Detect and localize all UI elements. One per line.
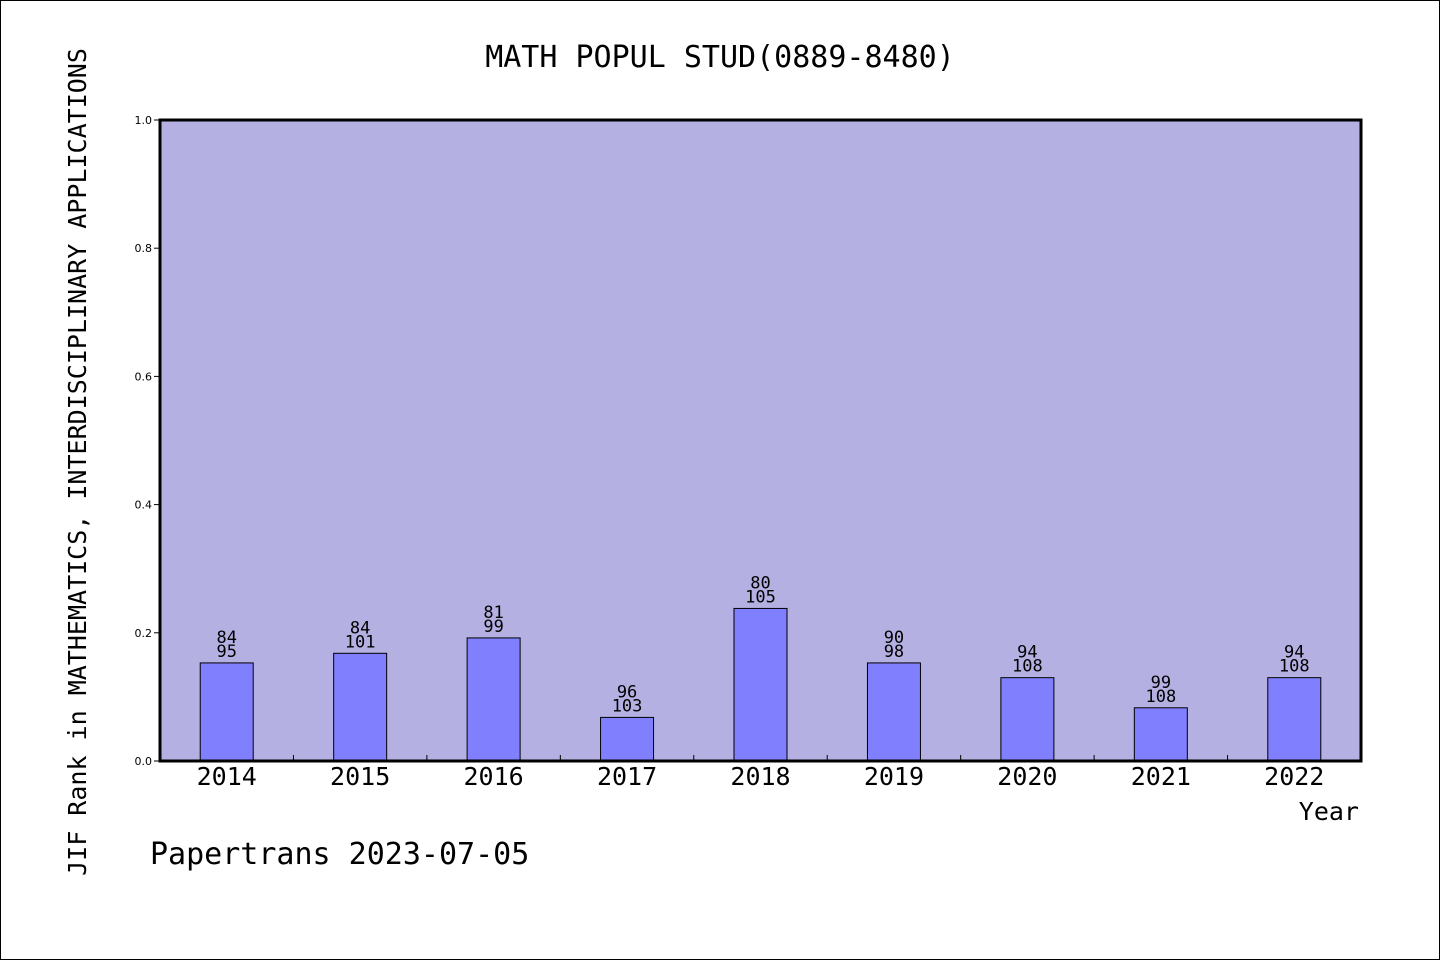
bar-total-label: 108 <box>1012 657 1043 677</box>
x-tick-label: 2016 <box>464 762 524 791</box>
bar-total-label: 108 <box>1145 687 1176 707</box>
y-tick-label: 1.0 <box>135 114 153 127</box>
bar-total-label: 108 <box>1279 657 1310 677</box>
bar-rank-label: 80 <box>750 573 770 593</box>
x-tick-label: 2021 <box>1131 762 1191 791</box>
bar <box>1133 707 1188 762</box>
bar-rank-label: 84 <box>350 618 370 638</box>
bar <box>199 662 254 762</box>
bar-total-label: 101 <box>345 632 376 652</box>
x-axis: 2014 2015 2016 2017 2018 2019 2020 2021 2022 <box>197 755 1324 791</box>
bar <box>1267 677 1322 762</box>
bar <box>333 652 388 762</box>
bar-rank-label: 94 <box>1284 643 1304 663</box>
x-tick-label: 2017 <box>597 762 657 791</box>
bar-rank-label: 94 <box>1017 643 1037 663</box>
y-tick-label: 0.2 <box>135 627 153 640</box>
bar <box>1000 677 1055 762</box>
bar-rank-label: 99 <box>1151 673 1171 693</box>
x-tick-label: 2020 <box>997 762 1057 791</box>
y-axis-label: JIF Rank in MATHEMATICS, INTERDISCIPLINA… <box>63 48 92 876</box>
y-tick-label: 0.4 <box>135 499 153 512</box>
bar <box>733 607 788 762</box>
x-tick-label: 2022 <box>1264 762 1324 791</box>
plot-border <box>158 118 1363 763</box>
bar <box>600 716 655 762</box>
x-axis-label: Year <box>1299 797 1359 826</box>
y-tick-label: 0.0 <box>135 755 153 768</box>
x-tick-label: 2018 <box>730 762 790 791</box>
y-axis: 0.0 0.2 0.4 0.6 0.8 1.0 <box>135 114 160 768</box>
bar-total-label: 99 <box>483 617 503 637</box>
bar-total-label: 98 <box>884 642 904 662</box>
y-tick-label: 0.8 <box>135 242 153 255</box>
x-tick-label: 2019 <box>864 762 924 791</box>
chart-title: MATH POPUL STUD(0889-8480) <box>485 40 955 75</box>
bar-total-label: 103 <box>612 696 643 716</box>
y-tick-label: 0.6 <box>135 370 153 383</box>
credit-text: Papertrans 2023-07-05 <box>150 837 529 872</box>
x-tick-label: 2014 <box>197 762 257 791</box>
bar-rank-label: 84 <box>216 628 236 648</box>
bar <box>866 662 921 762</box>
bar-total-label: 105 <box>745 587 776 607</box>
bar <box>466 637 521 762</box>
bar-rank-label: 81 <box>483 603 503 623</box>
bar-total-label: 95 <box>216 642 236 662</box>
x-tick-label: 2015 <box>330 762 390 791</box>
bar-rank-label: 90 <box>884 628 904 648</box>
bar-rank-label: 96 <box>617 682 637 702</box>
